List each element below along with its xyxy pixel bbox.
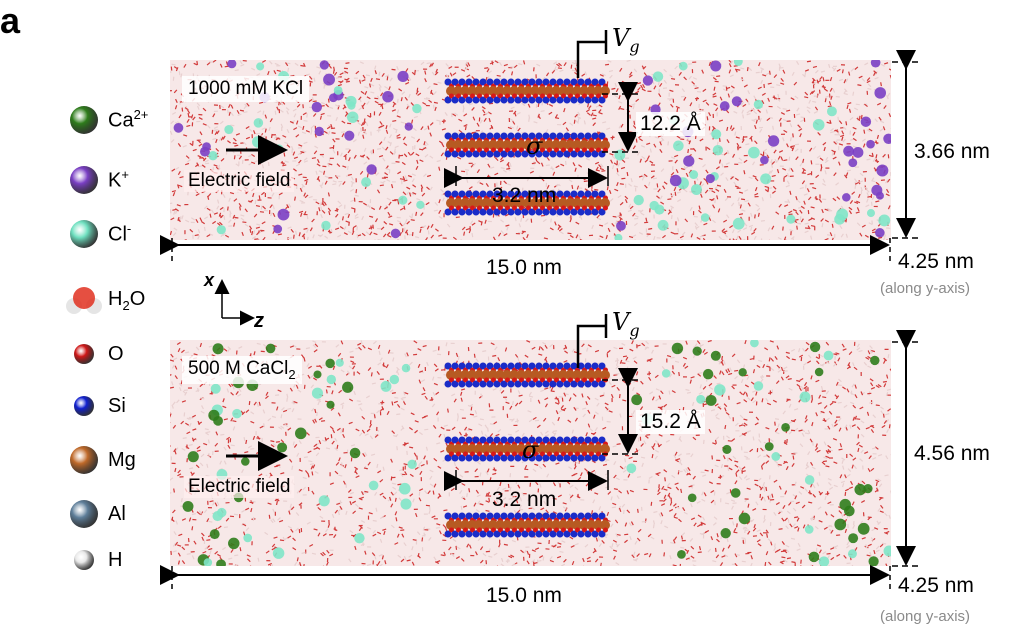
interlayer-label-top: 12.2 Å [636, 112, 705, 136]
depth-label-top: 4.25 nm [898, 250, 974, 273]
channel-length-label-top: 3.2 nm [492, 184, 557, 207]
axis-label-z: z [254, 310, 264, 332]
magnesium-icon [70, 446, 98, 474]
simulation-render-cacl2 [170, 340, 891, 566]
interlayer-label-bottom: 15.2 Å [636, 410, 705, 434]
height-label-top: 3.66 nm [914, 140, 990, 163]
legend-item-potassium-ion: K+ [62, 160, 129, 200]
legend-item-water: H2O [62, 280, 145, 320]
channel-length-label-bottom: 3.2 nm [492, 488, 557, 511]
interlayer-arrow-bottom [602, 368, 640, 455]
legend-item-calcium-ion: Ca2+ [62, 100, 148, 140]
legend-item-magnesium: Mg [62, 440, 136, 480]
height-arrow-top [892, 50, 922, 239]
height-arrow-bottom [892, 330, 922, 567]
gate-symbol-bottom [576, 314, 608, 368]
aluminium-icon [70, 500, 98, 528]
legend-label: H [108, 548, 123, 571]
potassium-ion-icon [70, 166, 98, 194]
panel-letter: a [0, 0, 21, 41]
length-label-top: 15.0 nm [486, 256, 562, 279]
height-label-bottom: 4.56 nm [914, 442, 990, 465]
solution-label-top: 1000 mM KCl [182, 76, 310, 102]
legend-item-aluminium: Al [62, 494, 126, 534]
length-arrow-top [160, 235, 891, 262]
legend-label: K+ [108, 167, 129, 192]
solution-label-bottom: 500 M CaCl2 [182, 356, 302, 384]
length-arrow-bottom [160, 565, 891, 592]
simulation-box-cacl2 [170, 340, 891, 566]
interlayer-arrow-top [602, 82, 640, 153]
axis-label-x: x [204, 270, 215, 290]
calcium-ion-icon [70, 106, 98, 134]
legend-label: O [108, 342, 124, 365]
oxygen-icon [74, 344, 94, 364]
legend-item-silicon: Si [62, 386, 126, 426]
legend-label: Ca2+ [108, 107, 149, 132]
field-label-bottom: Electric field [184, 476, 295, 498]
axes-icon [214, 279, 255, 326]
legend-item-oxygen: O [62, 334, 124, 374]
legend-item-hydrogen: H [62, 540, 122, 580]
field-label-top: Electric field [184, 170, 295, 192]
gate-label-top: Vg [612, 24, 640, 56]
legend-label: Cl- [108, 221, 132, 246]
chloride-ion-icon [70, 220, 98, 248]
depth-label-bottom: 4.25 nm [898, 574, 974, 597]
channel-length-arrow-top [444, 166, 609, 188]
silicon-icon [74, 396, 94, 416]
legend-label: H2O [108, 287, 146, 313]
channel-length-arrow-bottom [444, 470, 609, 491]
sigma-label-bottom: σ [522, 436, 539, 464]
legend-label: Si [108, 394, 126, 417]
legend-label: Mg [108, 448, 136, 471]
gate-symbol-top [576, 30, 608, 78]
legend-item-chloride-ion: Cl- [62, 214, 131, 254]
length-label-bottom: 15.0 nm [486, 584, 562, 607]
hydrogen-icon [74, 550, 94, 570]
depth-note-bottom: (along y-axis) [880, 608, 971, 625]
depth-note-top: (along y-axis) [880, 280, 971, 297]
water-icon [66, 287, 102, 314]
sigma-label-top: σ [526, 132, 543, 160]
legend-label: Al [108, 502, 126, 525]
gate-label-bottom: Vg [612, 308, 640, 340]
